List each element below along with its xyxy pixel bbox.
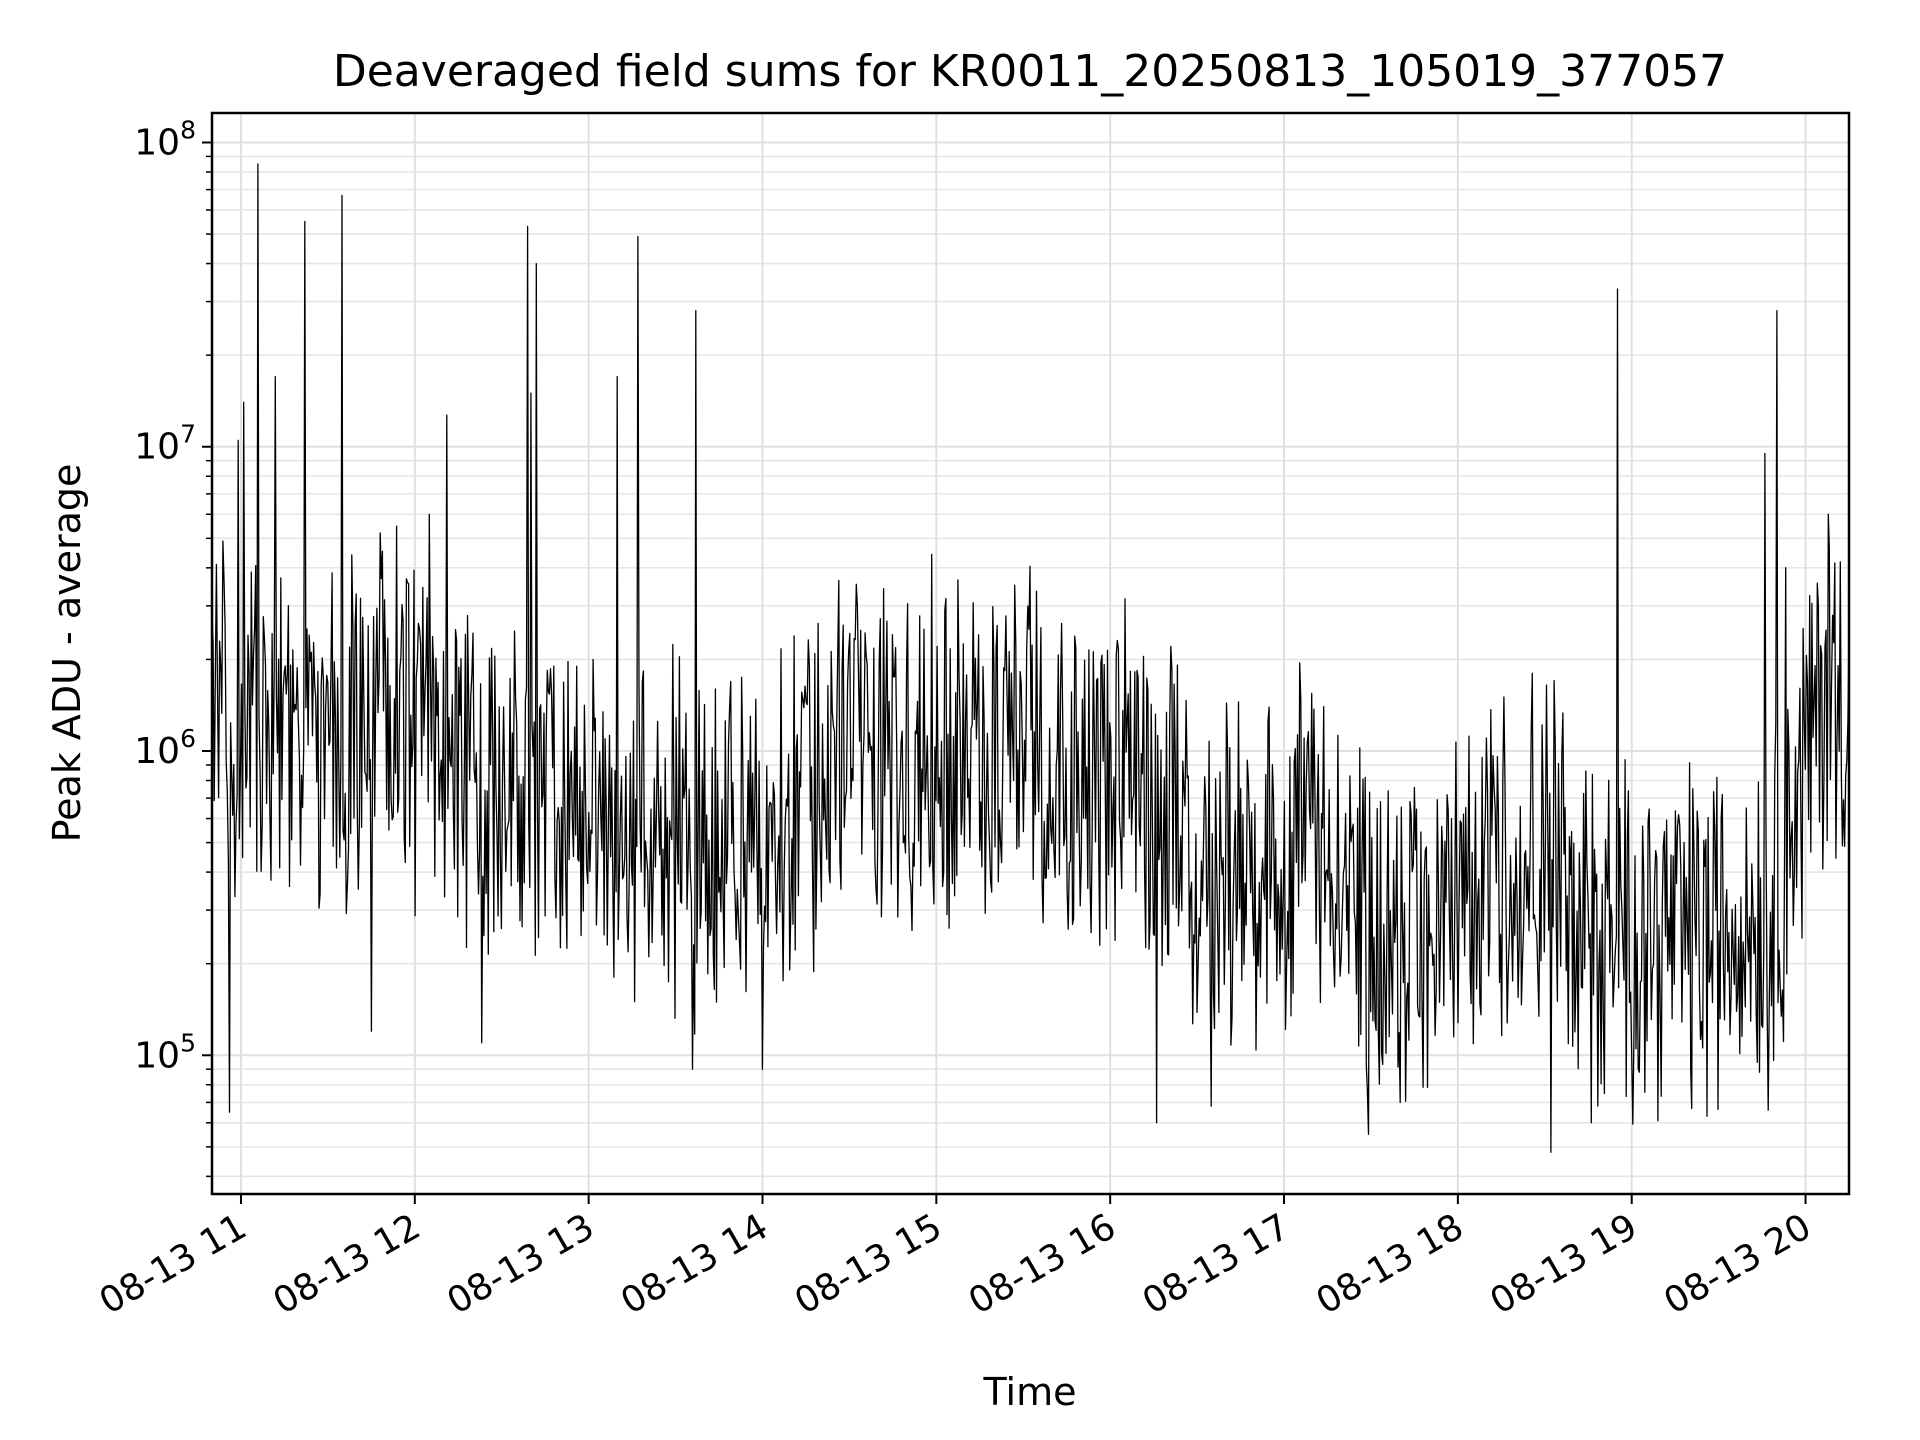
series-line — [211, 163, 1850, 1153]
y-axis-ticks: 105 106 107 108 — [134, 115, 212, 1178]
y-tick-label: 105 — [134, 1028, 196, 1076]
chart-title: Deaveraged field sums for KR0011_2025081… — [333, 46, 1727, 97]
y-tick-label: 108 — [134, 115, 196, 163]
y-axis-label: Peak ADU - average — [45, 464, 89, 843]
series-peak-adu — [211, 163, 1850, 1153]
y-tick-label: 106 — [134, 724, 196, 772]
x-axis-label: Time — [983, 1370, 1077, 1414]
plot-frame — [210, 111, 1851, 1196]
y-tick-label: 107 — [134, 420, 196, 468]
